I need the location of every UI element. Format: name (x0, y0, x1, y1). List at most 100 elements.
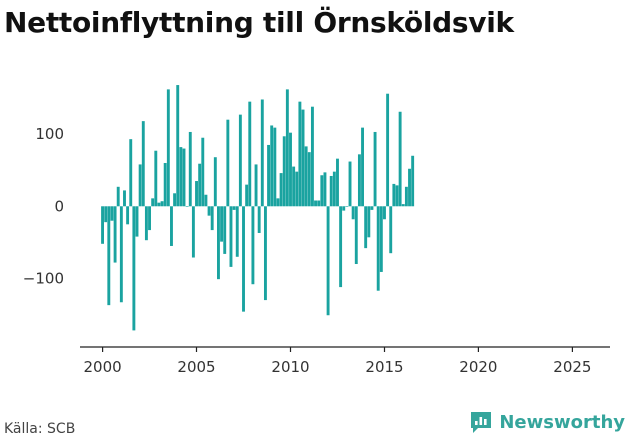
newsworthy-logo: Newsworthy (469, 410, 625, 434)
bar (339, 206, 343, 288)
bar (132, 206, 136, 331)
bar (257, 206, 261, 233)
bar (289, 132, 292, 207)
bar (138, 164, 142, 207)
bar (248, 101, 252, 207)
bar (166, 89, 170, 207)
bar (404, 186, 408, 207)
chart-title: Nettoinflyttning till Örnsköldsvik (4, 6, 514, 39)
bar (398, 111, 402, 207)
bar (282, 136, 286, 207)
bar (141, 121, 145, 207)
bar (345, 206, 349, 207)
bar (317, 200, 321, 207)
bar (276, 198, 280, 207)
bar (242, 206, 245, 312)
bar (332, 171, 336, 207)
bars-group (101, 85, 415, 331)
bar (310, 106, 314, 207)
bar (379, 206, 383, 272)
bar (373, 131, 377, 207)
bar (329, 175, 333, 207)
bar (129, 139, 133, 207)
bar (260, 99, 264, 207)
bar (323, 172, 327, 207)
bar (320, 175, 324, 207)
bar (245, 184, 249, 207)
bar (301, 109, 305, 207)
brand-name: Newsworthy (499, 411, 625, 433)
bar (367, 206, 371, 238)
bar (160, 201, 164, 207)
bar (148, 206, 151, 231)
x-tick-label: 2020 (459, 358, 497, 376)
bar (182, 148, 186, 207)
bar (408, 168, 411, 207)
bar (342, 206, 346, 211)
bar (364, 206, 368, 249)
y-axis-labels: −100 0 100 (23, 125, 64, 287)
bar (135, 206, 139, 237)
bar (195, 181, 198, 207)
bar (144, 206, 148, 241)
bar (395, 185, 399, 207)
bar (223, 206, 227, 254)
bar (173, 193, 177, 207)
bar (295, 171, 299, 207)
bar (217, 206, 220, 280)
bar (198, 163, 202, 207)
bar (292, 166, 296, 207)
bar (220, 206, 224, 242)
bar (370, 206, 374, 210)
bar (110, 206, 114, 221)
bar (163, 162, 167, 207)
bar (270, 125, 274, 207)
bar (179, 147, 183, 207)
bar (251, 206, 255, 285)
bar (126, 206, 130, 225)
bar (326, 206, 330, 316)
bar (170, 206, 173, 246)
bar (267, 144, 271, 207)
bar (204, 194, 208, 207)
bar (279, 173, 283, 207)
x-tick-label: 2025 (553, 358, 591, 376)
bar (226, 119, 230, 207)
bar (104, 206, 108, 223)
bar (263, 206, 267, 301)
bar (238, 114, 242, 207)
bar (273, 127, 277, 207)
bar (354, 206, 358, 265)
x-axis-ticks: 2000 2005 2010 2015 2020 2025 (84, 347, 591, 376)
bar (357, 154, 361, 207)
bar (157, 202, 161, 207)
bar (285, 89, 289, 207)
bar (383, 206, 386, 220)
bar (304, 146, 308, 207)
y-tick-label: 0 (54, 197, 64, 215)
bar (361, 127, 364, 207)
bar (185, 206, 189, 207)
bar (101, 206, 104, 244)
x-tick-label: 2005 (177, 358, 215, 376)
y-tick-label: −100 (23, 269, 64, 287)
bar (392, 183, 396, 207)
bar (314, 200, 317, 207)
bar (348, 161, 352, 207)
bar (336, 158, 339, 207)
bar (176, 85, 180, 207)
bar (113, 206, 117, 263)
bar (307, 152, 311, 207)
bar (107, 206, 111, 306)
bar (389, 206, 393, 254)
bar (232, 206, 236, 210)
bar (119, 206, 123, 303)
bar (210, 206, 214, 231)
bar (386, 93, 390, 207)
bar (154, 150, 158, 207)
bar (298, 101, 302, 207)
bar (351, 206, 355, 220)
bar (254, 164, 258, 207)
bar (229, 206, 233, 267)
